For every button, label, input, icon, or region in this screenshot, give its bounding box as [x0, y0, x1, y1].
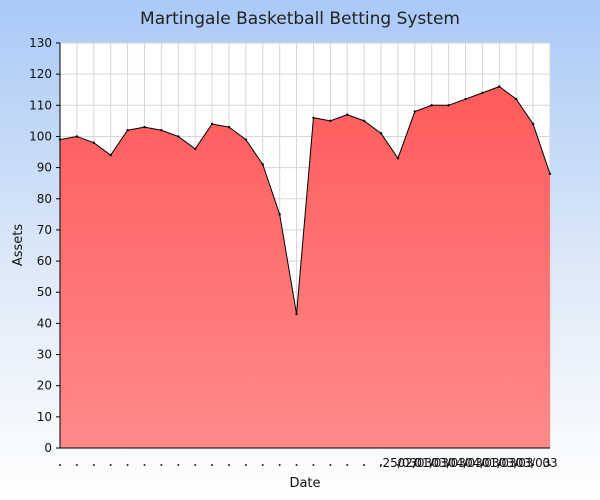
- x-tick-mark: [143, 464, 146, 466]
- y-tick-label: 90: [37, 161, 52, 175]
- x-tick-mark: [498, 464, 501, 466]
- x-tick-mark: [177, 464, 180, 466]
- x-tick-mark: [329, 464, 332, 466]
- data-point: [379, 132, 383, 135]
- x-tick-mark: [346, 464, 349, 466]
- data-point: [396, 157, 400, 160]
- data-point: [362, 119, 366, 123]
- x-tick-mark: [211, 464, 214, 466]
- x-tick-mark: [413, 464, 416, 466]
- data-point: [295, 312, 298, 316]
- x-tick-mark: [515, 464, 518, 466]
- data-point: [244, 138, 248, 141]
- y-tick-label: 130: [29, 36, 52, 50]
- y-tick-label: 10: [37, 410, 52, 424]
- x-tick-mark: [244, 464, 247, 466]
- x-tick-mark: [261, 464, 264, 466]
- x-tick-label: 02/03: [398, 456, 433, 470]
- data-point: [143, 125, 146, 129]
- x-tick-mark: [464, 464, 467, 466]
- x-tick-mark: [59, 464, 61, 466]
- x-tick-mark: [447, 464, 450, 466]
- data-point: [515, 97, 518, 101]
- data-point: [312, 116, 315, 119]
- x-tick-label: 03/03: [499, 456, 534, 470]
- data-point: [329, 119, 332, 123]
- data-point: [447, 104, 450, 107]
- data-point: [413, 110, 417, 113]
- data-point: [346, 113, 349, 116]
- data-point: [227, 125, 231, 129]
- x-axis-label: Date: [289, 476, 320, 491]
- x-tick-label: 03/03: [516, 456, 551, 470]
- x-tick-mark: [549, 464, 551, 466]
- x-tick-label: 01/03: [414, 456, 449, 470]
- y-tick-label: 60: [37, 254, 52, 268]
- x-tick-label: 03/03: [431, 456, 466, 470]
- x-tick-mark: [396, 464, 399, 466]
- y-tick-label: 70: [37, 223, 52, 237]
- y-tick-label: 50: [37, 285, 52, 299]
- data-point: [109, 153, 112, 157]
- x-tick-mark: [532, 464, 535, 466]
- data-point: [210, 122, 214, 126]
- x-tick-mark: [194, 464, 197, 466]
- y-tick-label: 100: [29, 129, 52, 143]
- y-tick-label: 40: [37, 316, 52, 330]
- x-tick-mark: [295, 464, 298, 466]
- x-tick-mark: [126, 464, 129, 466]
- data-point: [160, 129, 163, 132]
- data-point: [481, 91, 484, 95]
- x-tick-mark: [278, 464, 281, 466]
- y-tick-label: 0: [44, 441, 52, 455]
- x-tick-mark: [227, 464, 230, 466]
- x-tick-label: 03: [542, 456, 557, 470]
- x-tick-mark: [481, 464, 484, 466]
- data-point: [464, 97, 467, 101]
- data-point: [430, 104, 433, 107]
- data-point: [75, 135, 79, 138]
- x-tick-mark: [109, 464, 112, 466]
- chart-title: Martingale Basketball Betting System: [140, 9, 460, 29]
- data-points: [58, 85, 552, 316]
- x-tick-label: 01/03: [482, 456, 517, 470]
- data-point: [126, 129, 129, 132]
- x-tick-label: .25/03: [379, 456, 417, 470]
- x-tick-mark: [75, 464, 78, 466]
- y-axis-label: Assets: [11, 224, 26, 267]
- series-line: [59, 86, 551, 315]
- y-tick-label: 80: [37, 192, 52, 206]
- data-point: [177, 135, 180, 138]
- data-point: [261, 163, 264, 166]
- series-area: [60, 86, 550, 449]
- data-point: [92, 141, 95, 144]
- data-point: [278, 213, 281, 216]
- x-tick-mark: [430, 464, 433, 466]
- x-tick-mark: [160, 464, 163, 466]
- y-tick-label: 20: [37, 379, 52, 393]
- y-axis-ticks: 0 10 20 30 40 50 60 70 80 90 100 110 120 130: [29, 36, 60, 455]
- x-tick-label: 04/03: [448, 456, 483, 470]
- x-tick-mark: [312, 464, 315, 466]
- data-point: [498, 85, 501, 88]
- y-tick-label: 120: [29, 67, 52, 81]
- data-point: [548, 172, 552, 176]
- x-tick-mark: [363, 464, 366, 466]
- y-tick-label: 110: [29, 98, 52, 112]
- data-point: [531, 122, 535, 126]
- x-tick-label: 04/03: [465, 456, 500, 470]
- data-point: [193, 147, 197, 151]
- y-tick-label: 30: [37, 348, 52, 362]
- x-tick-mark: [92, 464, 95, 466]
- x-tick-mark: [380, 464, 383, 466]
- x-axis-ticks: .25/0302/0301/0303/0304/0304/0301/0303/0…: [59, 456, 558, 470]
